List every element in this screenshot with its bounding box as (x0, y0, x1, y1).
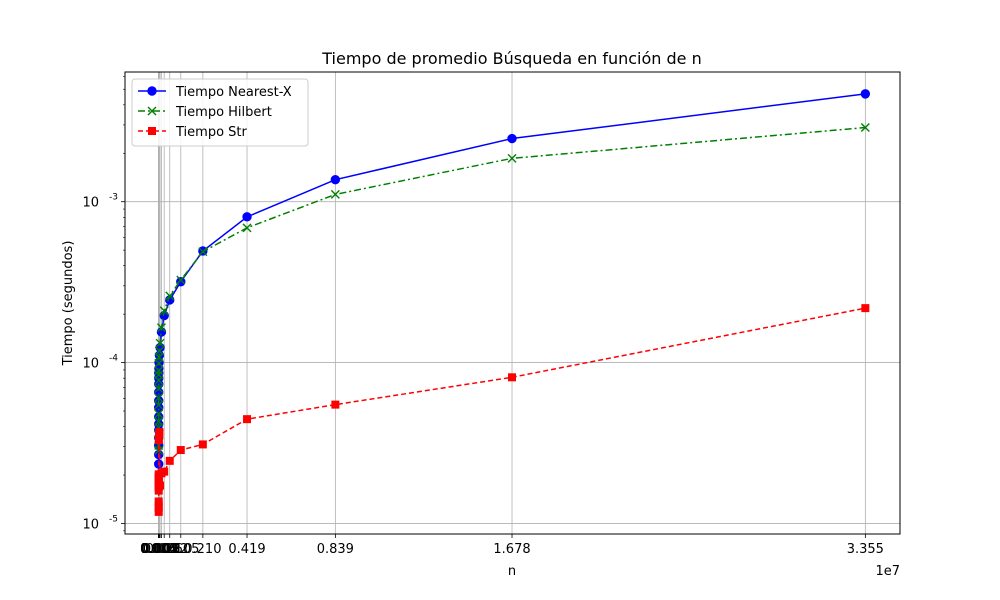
data-point (155, 428, 164, 437)
x-tick-label: 0.026 (146, 542, 183, 557)
x-tick-label: 1.678 (493, 542, 530, 557)
x-tick-label: 0.839 (317, 542, 354, 557)
x-tick-label: 0.052 (151, 542, 188, 557)
data-point (154, 400, 164, 410)
legend: Tiempo Nearest-X Tiempo Hilbert Tiempo Str (131, 78, 309, 147)
legend-label: Tiempo Hilbert (175, 105, 272, 120)
x-tick-label: 0.000 (140, 542, 177, 557)
data-point (154, 393, 164, 403)
data-point (154, 417, 164, 427)
y-tick-exponent: -4 (109, 354, 118, 364)
x-tick-label: 3.355 (847, 542, 884, 557)
x-tick-label: 0.000 (140, 542, 177, 557)
x-tick-label: 0.000 (140, 542, 177, 557)
x-tick-label: 0.419 (228, 542, 265, 557)
data-point (154, 507, 163, 516)
data-point (242, 223, 252, 233)
x-axis-label: n (508, 564, 516, 579)
data-point (176, 275, 186, 285)
x-tick-label: 0.000 (140, 542, 177, 557)
legend-entry: Tiempo Str (138, 125, 248, 140)
data-point (198, 247, 208, 257)
x-tick-label: 0.000 (140, 542, 177, 557)
y-tick-exponent: -3 (109, 193, 118, 203)
x-tick-label: 0.002 (140, 542, 177, 557)
x-tick-label: 0.000 (140, 542, 177, 557)
x-tick-label: 0.000 (140, 542, 177, 557)
data-point (860, 123, 870, 133)
x-tick-label: 0.000 (140, 542, 177, 557)
x-tick-label: 0.210 (184, 542, 221, 557)
data-point (156, 323, 166, 333)
data-point (155, 338, 165, 348)
data-point (331, 400, 340, 409)
x-tick-label: 0.007 (141, 542, 178, 557)
y-tick-label: 10 (82, 517, 99, 532)
x-tick-label: 0.000 (140, 542, 177, 557)
y-axis-label: Tiempo (segundos) (61, 241, 76, 367)
data-point (159, 306, 169, 316)
x-tick-label: 0.001 (140, 542, 177, 557)
data-point (147, 86, 157, 96)
series-3 (154, 304, 870, 516)
data-point (154, 370, 164, 380)
data-point (242, 212, 252, 222)
x-tick-label: 0.000 (140, 542, 177, 557)
data-point (165, 456, 174, 465)
data-point (148, 127, 156, 135)
data-point (165, 291, 175, 301)
legend-entries: Tiempo Nearest-X Tiempo Hilbert Tiempo Str (138, 85, 292, 140)
legend-box (131, 78, 309, 147)
data-point (330, 189, 340, 199)
data-point (198, 440, 207, 449)
data-point (154, 473, 163, 482)
x-axis-ticks: 0.0000.0000.0000.0000.0000.0000.0000.000… (140, 534, 884, 557)
data-point (154, 409, 164, 419)
data-point (154, 384, 164, 394)
data-point (154, 366, 164, 376)
data-point (507, 153, 517, 163)
x-axis-scale-label: 1e7 (875, 564, 900, 579)
legend-entry: Tiempo Nearest-X (138, 85, 292, 100)
data-point (330, 175, 341, 185)
chart-title: Tiempo de promedio Búsqueda en función d… (321, 49, 701, 68)
series-layer (153, 89, 871, 516)
data-point (861, 304, 870, 313)
data-point (160, 467, 169, 476)
data-point (154, 436, 163, 445)
data-point (154, 346, 164, 356)
plot-frame (124, 71, 901, 535)
data-point (507, 133, 517, 144)
y-axis-ticks: 10 -5 10 -4 10 -3 (82, 76, 125, 532)
legend-entry: Tiempo Hilbert (138, 105, 272, 120)
x-tick-label: 0.000 (140, 542, 177, 557)
x-tick-label: 0.105 (162, 542, 199, 557)
data-point (147, 106, 157, 116)
data-point (154, 497, 163, 506)
x-tick-label: 0.003 (141, 542, 178, 557)
x-tick-label: 0.000 (140, 542, 177, 557)
legend-label: Tiempo Str (175, 125, 248, 140)
data-point (860, 89, 871, 99)
legend-label: Tiempo Nearest-X (175, 85, 292, 100)
y-tick-label: 10 (82, 357, 99, 372)
data-point (176, 446, 185, 455)
x-tick-label: 0.013 (143, 542, 180, 557)
data-point (156, 481, 165, 490)
data-point (508, 373, 517, 382)
y-tick-exponent: -5 (109, 514, 118, 524)
x-tick-label: 0.000 (140, 542, 177, 557)
series-line (157, 126, 866, 451)
y-tick-label: 10 (82, 196, 99, 211)
data-point (243, 415, 252, 424)
